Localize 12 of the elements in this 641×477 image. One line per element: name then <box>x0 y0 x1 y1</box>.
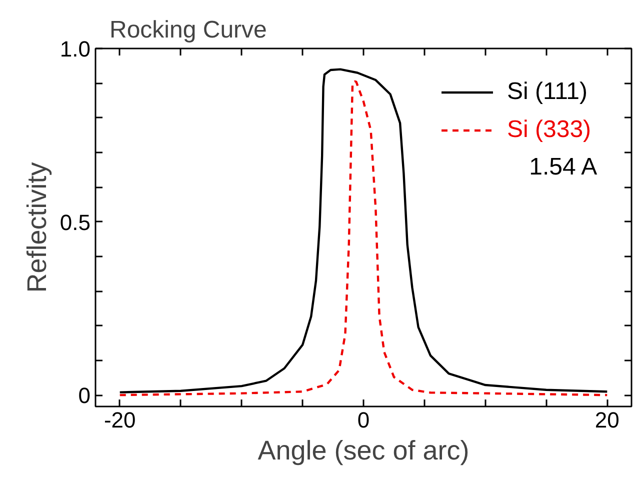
legend-label: Si (111) <box>507 78 588 106</box>
legend-label: Si (333) <box>507 116 592 144</box>
y-tick-label: 1.0 <box>60 36 91 62</box>
y-tick-label: 0.5 <box>60 210 91 235</box>
x-tick-label: 0 <box>357 408 370 432</box>
x-tick-label: -20 <box>104 408 136 432</box>
x-tick-label: 20 <box>594 408 620 432</box>
y-axis-title: Reflectivity <box>22 162 52 293</box>
y-tick-label: 0 <box>78 383 91 408</box>
annotation: 1.54 A <box>529 154 598 180</box>
x-axis-title: Angle (sec of arc) <box>258 436 470 466</box>
chart-title: Rocking Curve <box>110 16 267 44</box>
